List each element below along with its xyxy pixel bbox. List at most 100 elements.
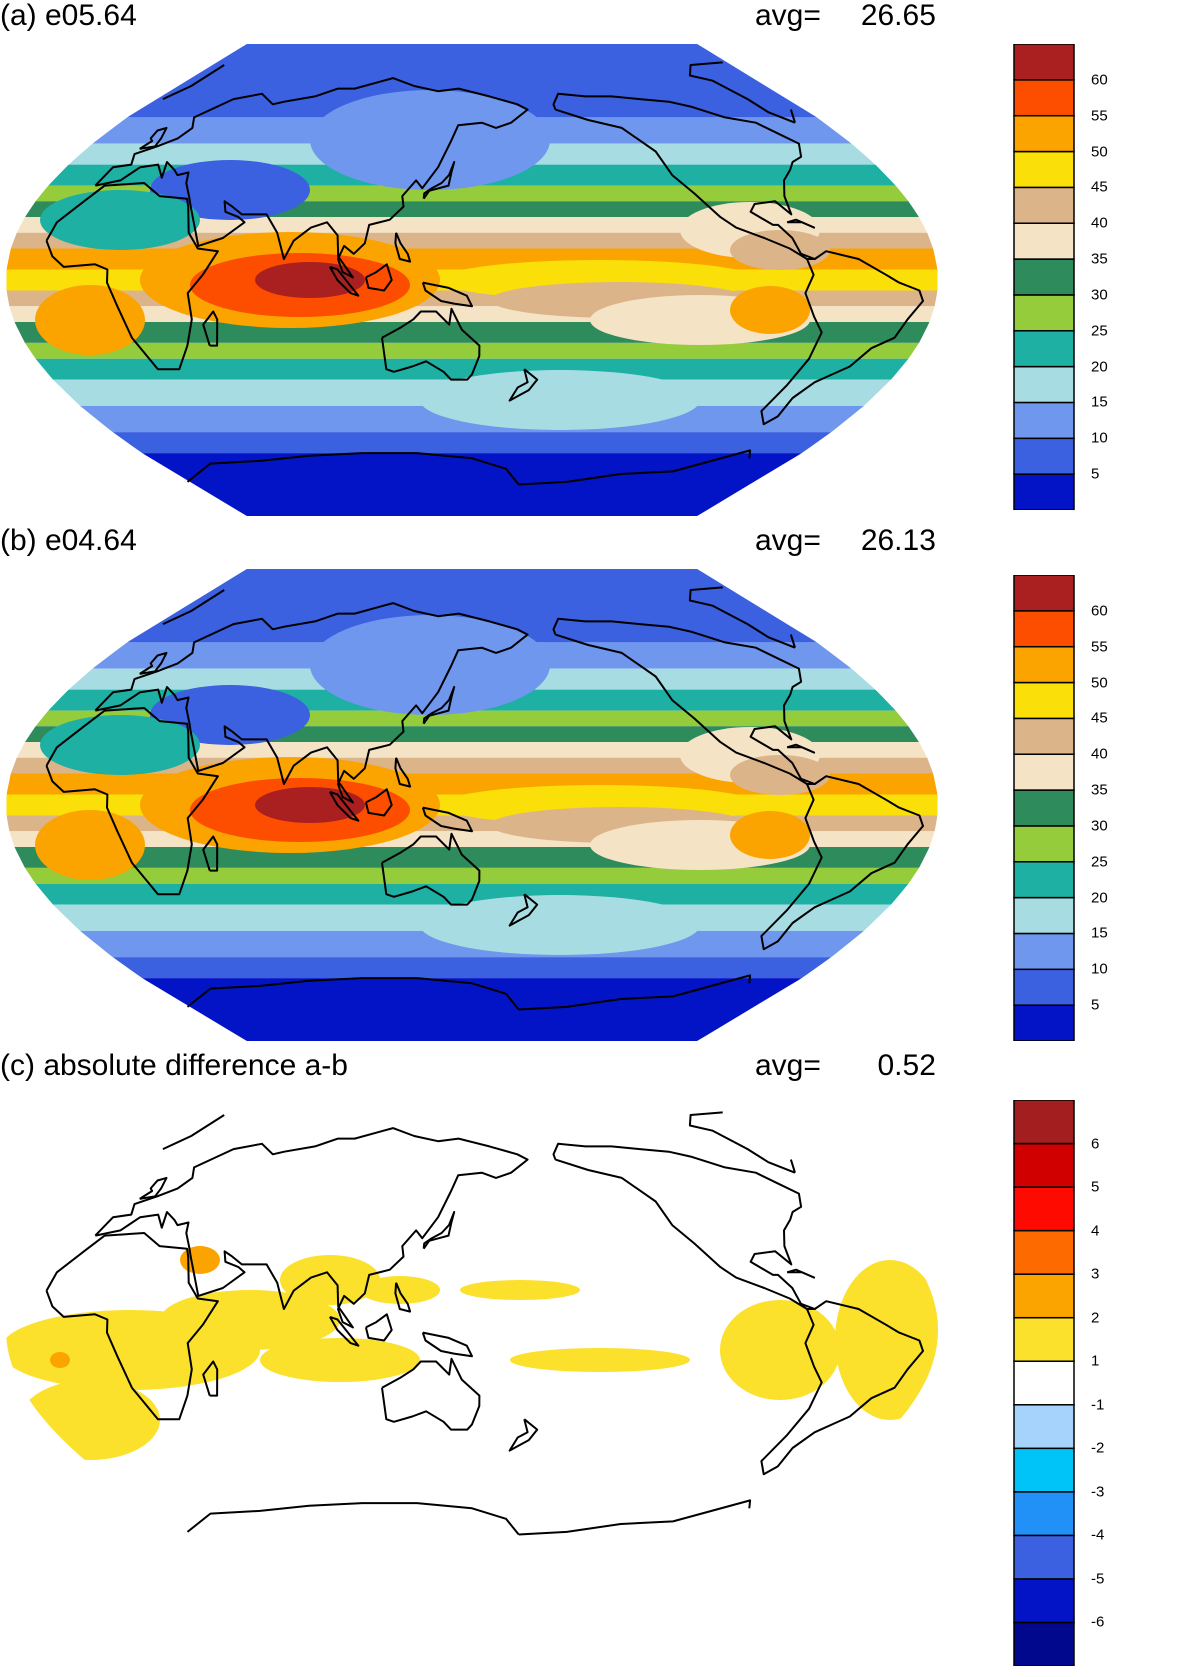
colorbar <box>1013 575 1075 1041</box>
colorbar-swatch <box>1013 222 1075 260</box>
colorbar-swatch <box>1013 968 1075 1006</box>
colorbar-swatch <box>1013 717 1075 755</box>
colorbar-swatch <box>1013 186 1075 224</box>
colorbar-swatch <box>1013 861 1075 899</box>
colorbar-tick-label: 35 <box>1091 250 1108 268</box>
colorbar-tick-label: 10 <box>1091 429 1108 447</box>
colorbar-swatch <box>1013 294 1075 332</box>
coastlines <box>45 1111 924 1536</box>
colorbar-swatch <box>1013 575 1075 612</box>
coastlines <box>45 61 924 486</box>
colorbar-tick-label: 4 <box>1091 1222 1100 1240</box>
panel-title: (c) absolute difference a-b <box>0 1049 348 1082</box>
colorbar-swatch <box>1013 825 1075 863</box>
colorbar-swatch <box>1013 1316 1075 1362</box>
colorbar-tick-label: 45 <box>1091 709 1108 727</box>
precipitable-water-field <box>6 569 938 1041</box>
panel-c: (c) absolute difference a-b avg= 0.52 -6 -… <box>0 1050 1183 1670</box>
colorbar-swatch <box>1013 1491 1075 1537</box>
colorbar-tick-label: 15 <box>1091 393 1108 411</box>
colorbar-swatch <box>1013 1534 1075 1580</box>
coastlines <box>45 586 924 1011</box>
colorbar-tick-label: 15 <box>1091 924 1108 942</box>
colorbar-tick-label: -1 <box>1091 1396 1105 1414</box>
colorbar-swatch <box>1013 1142 1075 1188</box>
colorbar-swatch <box>1013 437 1075 475</box>
colorbar-swatch <box>1013 150 1075 189</box>
panel-average: avg= 26.13 <box>755 525 936 557</box>
colorbar-swatch <box>1013 1229 1075 1275</box>
panel-average: avg= 0.52 <box>755 1050 936 1082</box>
colorbar-swatch <box>1013 1621 1075 1666</box>
colorbar-tick-label: 40 <box>1091 745 1108 763</box>
colorbar-tick-label: 30 <box>1091 286 1108 304</box>
colorbar-tick-label: 40 <box>1091 214 1108 232</box>
colorbar-swatch <box>1013 1186 1075 1232</box>
colorbar-tick-label: 25 <box>1091 853 1108 871</box>
colorbar-swatch <box>1013 44 1075 81</box>
colorbar-tick-label: 1 <box>1091 1352 1100 1370</box>
colorbar-swatch <box>1013 1360 1075 1406</box>
colorbar-tick-label: 55 <box>1091 638 1108 656</box>
colorbar-tick-label: 50 <box>1091 674 1108 692</box>
world-map <box>6 569 938 1041</box>
panel-title: (a) e05.64 <box>0 0 137 32</box>
colorbar-tick-label: -6 <box>1091 1613 1105 1631</box>
avg-label: avg= <box>755 1049 821 1082</box>
colorbar-tick-label: 45 <box>1091 178 1108 196</box>
colorbar-tick-label: 6 <box>1091 1135 1100 1153</box>
avg-value: 26.13 <box>860 524 936 557</box>
colorbar-tick-label: 60 <box>1091 602 1108 620</box>
colorbar-tick-label: 50 <box>1091 143 1108 161</box>
colorbar-swatch <box>1013 753 1075 791</box>
colorbar-tick-label: 25 <box>1091 322 1108 340</box>
colorbar-swatch <box>1013 645 1075 684</box>
colorbar-tick-label: 2 <box>1091 1309 1100 1327</box>
colorbar-swatch <box>1013 79 1075 117</box>
colorbar-tick-label: 3 <box>1091 1265 1100 1283</box>
world-map <box>6 1111 938 1536</box>
avg-label: avg= <box>755 524 821 557</box>
panel-average: avg= 26.65 <box>755 0 936 32</box>
panel-title: (b) e04.64 <box>0 524 137 557</box>
colorbar-tick-label: 60 <box>1091 71 1108 89</box>
colorbar-swatch <box>1013 330 1075 368</box>
colorbar-tick-label: -5 <box>1091 1570 1105 1588</box>
colorbar-swatch <box>1013 1273 1075 1319</box>
colorbar-tick-label: -2 <box>1091 1439 1105 1457</box>
colorbar-swatch <box>1013 1578 1075 1624</box>
colorbar-swatch <box>1013 114 1075 153</box>
precipitable-water-field <box>6 44 938 516</box>
avg-value: 26.65 <box>860 0 936 32</box>
colorbar-swatch <box>1013 932 1075 971</box>
colorbar-swatch <box>1013 401 1075 440</box>
panel-b: (b) e04.64 avg= 26.13 5 10 15 20 25 30 35 40 45 50… <box>0 525 1183 1045</box>
colorbar-tick-label: -3 <box>1091 1483 1105 1501</box>
colorbar-swatch <box>1013 789 1075 827</box>
colorbar <box>1013 44 1075 510</box>
colorbar-swatch <box>1013 258 1075 296</box>
colorbar-swatch <box>1013 1404 1075 1450</box>
colorbar-tick-label: 10 <box>1091 960 1108 978</box>
colorbar-swatch <box>1013 365 1075 404</box>
colorbar-swatch <box>1013 610 1075 648</box>
world-map <box>6 44 938 516</box>
colorbar-tick-label: 55 <box>1091 107 1108 125</box>
colorbar-tick-label: -4 <box>1091 1526 1105 1544</box>
difference-field <box>6 1246 938 1460</box>
colorbar-tick-label: 20 <box>1091 358 1108 376</box>
colorbar-swatch <box>1013 1004 1075 1041</box>
panel-a: (a) e05.64 avg= 26.65 5 10 15 20 25 30 35 40 45 50… <box>0 0 1183 520</box>
avg-value: 0.52 <box>877 1049 936 1082</box>
colorbar-tick-label: 20 <box>1091 889 1108 907</box>
colorbar-swatch <box>1013 896 1075 935</box>
colorbar <box>1013 1100 1075 1666</box>
colorbar-swatch <box>1013 1100 1075 1145</box>
colorbar-tick-label: 30 <box>1091 817 1108 835</box>
avg-label: avg= <box>755 0 821 32</box>
colorbar-swatch <box>1013 473 1075 510</box>
colorbar-tick-label: 5 <box>1091 1178 1100 1196</box>
colorbar-tick-label: 5 <box>1091 465 1100 483</box>
colorbar-tick-label: 5 <box>1091 996 1100 1014</box>
colorbar-tick-label: 35 <box>1091 781 1108 799</box>
